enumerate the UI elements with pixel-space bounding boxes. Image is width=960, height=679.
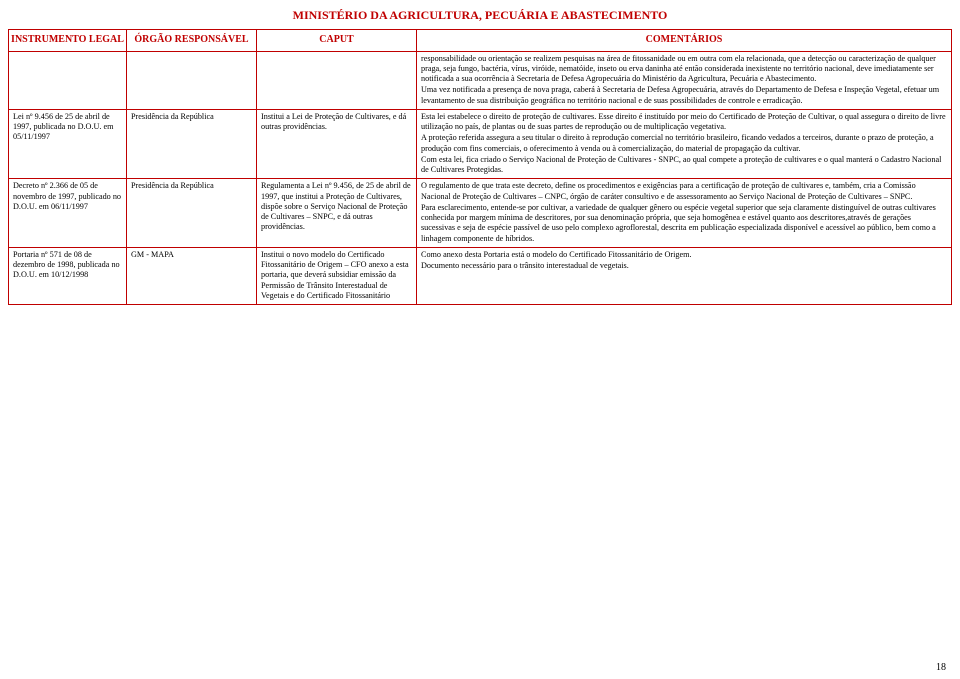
cell-caput: Regulamenta a Lei nº 9.456, de 25 de abr…	[257, 179, 417, 248]
cell-instrument: Portaria nº 571 de 08 de dezembro de 199…	[9, 247, 127, 304]
cell-body: Presidência da República	[127, 109, 257, 179]
table-row: Portaria nº 571 de 08 de dezembro de 199…	[9, 247, 952, 304]
cell-body	[127, 51, 257, 109]
col-header-instrument: INSTRUMENTO LEGAL	[9, 30, 127, 52]
table-header-row: INSTRUMENTO LEGAL ÓRGÃO RESPONSÁVEL CAPU…	[9, 30, 952, 52]
page-number: 18	[936, 662, 946, 673]
cell-caput: Institui a Lei de Proteção de Cultivares…	[257, 109, 417, 179]
cell-caput	[257, 51, 417, 109]
cell-instrument: Decreto nº 2.366 de 05 de novembro de 19…	[9, 179, 127, 248]
cell-instrument: Lei nº 9.456 de 25 de abril de 1997, pub…	[9, 109, 127, 179]
col-header-comments: COMENTÁRIOS	[417, 30, 952, 52]
page-title: MINISTÉRIO DA AGRICULTURA, PECUÁRIA E AB…	[0, 0, 960, 29]
cell-body: Presidência da República	[127, 179, 257, 248]
cell-comments: responsabilidade ou orientação se realiz…	[417, 51, 952, 109]
cell-instrument	[9, 51, 127, 109]
col-header-caput: CAPUT	[257, 30, 417, 52]
table-row: responsabilidade ou orientação se realiz…	[9, 51, 952, 109]
cell-body: GM - MAPA	[127, 247, 257, 304]
cell-comments: Esta lei estabelece o direito de proteçã…	[417, 109, 952, 179]
cell-comments: O regulamento de que trata este decreto,…	[417, 179, 952, 248]
cell-comments: Como anexo desta Portaria está o modelo …	[417, 247, 952, 304]
table-row: Decreto nº 2.366 de 05 de novembro de 19…	[9, 179, 952, 248]
cell-caput: Institui o novo modelo do Certificado Fi…	[257, 247, 417, 304]
col-header-body: ÓRGÃO RESPONSÁVEL	[127, 30, 257, 52]
table-row: Lei nº 9.456 de 25 de abril de 1997, pub…	[9, 109, 952, 179]
legal-table: INSTRUMENTO LEGAL ÓRGÃO RESPONSÁVEL CAPU…	[8, 29, 952, 305]
